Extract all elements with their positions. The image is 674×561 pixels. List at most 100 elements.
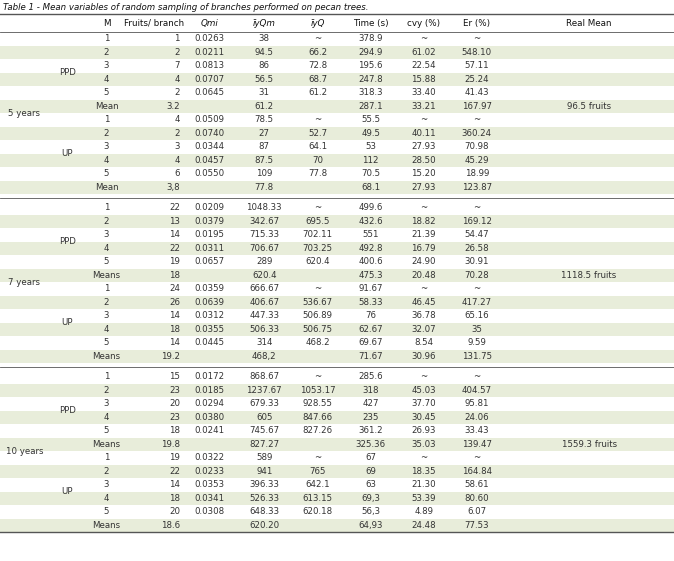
Text: 18: 18 (169, 271, 180, 280)
Text: 30.91: 30.91 (464, 257, 489, 266)
Bar (0, 309, 674, 323)
Text: 506.33: 506.33 (249, 325, 279, 334)
Text: PPD: PPD (59, 237, 76, 246)
Text: Means: Means (92, 440, 121, 449)
Text: 9.59: 9.59 (467, 338, 487, 347)
Text: ~: ~ (420, 373, 427, 381)
Text: 361.2: 361.2 (359, 426, 383, 435)
Text: 1: 1 (104, 373, 109, 381)
Text: 4.89: 4.89 (414, 507, 433, 516)
Text: 0.0445: 0.0445 (195, 338, 224, 347)
Text: 0.0344: 0.0344 (195, 142, 224, 151)
Text: Mean: Mean (94, 183, 119, 192)
Text: 38: 38 (259, 34, 270, 43)
Text: 13: 13 (169, 217, 180, 226)
Text: 4: 4 (175, 156, 180, 165)
Text: 378.9: 378.9 (359, 34, 383, 43)
Text: PPD: PPD (59, 68, 76, 77)
Text: 2: 2 (104, 48, 109, 57)
Text: 10 years: 10 years (5, 447, 43, 456)
Bar (0, 154, 674, 167)
Text: 58.33: 58.33 (359, 298, 383, 307)
Text: 2: 2 (104, 386, 109, 395)
Text: 447.33: 447.33 (249, 311, 279, 320)
Text: 0.0355: 0.0355 (195, 325, 224, 334)
Text: 506.89: 506.89 (303, 311, 332, 320)
Text: 7 years: 7 years (8, 278, 40, 287)
Text: 19.2: 19.2 (161, 352, 180, 361)
Bar (0, 14, 674, 32)
Text: 0.0263: 0.0263 (195, 34, 224, 43)
Text: 64,93: 64,93 (359, 521, 383, 530)
Text: 360.24: 360.24 (462, 129, 492, 138)
Text: ~: ~ (473, 373, 481, 381)
Text: 0.0322: 0.0322 (195, 453, 224, 462)
Text: Table 1 - Mean variables of random sampling of branches performed on pecan trees: Table 1 - Mean variables of random sampl… (3, 2, 369, 11)
Text: 314: 314 (256, 338, 272, 347)
Text: 70.28: 70.28 (464, 271, 489, 280)
Text: 70.5: 70.5 (361, 169, 380, 178)
Text: 406.67: 406.67 (249, 298, 279, 307)
Text: 475.3: 475.3 (359, 271, 383, 280)
Text: 5: 5 (104, 169, 109, 178)
Text: 703.25: 703.25 (303, 243, 332, 253)
Text: 52.7: 52.7 (308, 129, 327, 138)
Bar (0, 126, 674, 140)
Text: 702.11: 702.11 (303, 230, 332, 239)
Text: 247.8: 247.8 (359, 75, 383, 84)
Bar (0, 214, 674, 228)
Text: 18.35: 18.35 (411, 467, 436, 476)
Text: 14: 14 (169, 480, 180, 489)
Text: 765: 765 (309, 467, 326, 476)
Text: 3: 3 (104, 230, 109, 239)
Text: 33.40: 33.40 (411, 88, 436, 97)
Text: 417.27: 417.27 (462, 298, 492, 307)
Text: 19: 19 (169, 453, 180, 462)
Text: 69,3: 69,3 (361, 494, 380, 503)
Text: 58.61: 58.61 (464, 480, 489, 489)
Text: 33.43: 33.43 (464, 426, 489, 435)
Bar (0, 465, 674, 478)
Bar (0, 424, 674, 438)
Text: 15.88: 15.88 (411, 75, 436, 84)
Text: 26.58: 26.58 (464, 243, 489, 253)
Bar (0, 181, 674, 194)
Text: 131.75: 131.75 (462, 352, 492, 361)
Text: 53: 53 (365, 142, 376, 151)
Text: Means: Means (92, 352, 121, 361)
Bar (0, 323, 674, 336)
Text: UP: UP (61, 487, 73, 496)
Text: 53.39: 53.39 (411, 494, 436, 503)
Text: 287.1: 287.1 (359, 102, 383, 111)
Text: 21.30: 21.30 (411, 480, 436, 489)
Text: 49.5: 49.5 (361, 129, 380, 138)
Bar (0, 86, 674, 99)
Text: 86: 86 (259, 61, 270, 70)
Text: 45.29: 45.29 (464, 156, 489, 165)
Bar (0, 269, 674, 282)
Text: 4: 4 (104, 243, 109, 253)
Text: 28.50: 28.50 (411, 156, 436, 165)
Text: ~: ~ (420, 115, 427, 124)
Text: 23: 23 (169, 413, 180, 422)
Text: 3,8: 3,8 (166, 183, 180, 192)
Bar (0, 59, 674, 72)
Text: 396.33: 396.33 (249, 480, 279, 489)
Text: 1: 1 (104, 34, 109, 43)
Text: 4: 4 (104, 75, 109, 84)
Text: ~: ~ (314, 453, 321, 462)
Text: PPD: PPD (59, 406, 76, 415)
Text: 22: 22 (169, 467, 180, 476)
Text: 468.2: 468.2 (305, 338, 330, 347)
Text: 5 years: 5 years (8, 108, 40, 117)
Text: 3.2: 3.2 (166, 102, 180, 111)
Text: 235: 235 (363, 413, 379, 422)
Text: 8.54: 8.54 (414, 338, 433, 347)
Text: 30.96: 30.96 (411, 352, 436, 361)
Bar (0, 336, 674, 350)
Text: 499.6: 499.6 (359, 203, 383, 212)
Text: 492.8: 492.8 (359, 243, 383, 253)
Text: 63: 63 (365, 480, 376, 489)
Text: 4: 4 (104, 156, 109, 165)
Text: 0.0457: 0.0457 (195, 156, 224, 165)
